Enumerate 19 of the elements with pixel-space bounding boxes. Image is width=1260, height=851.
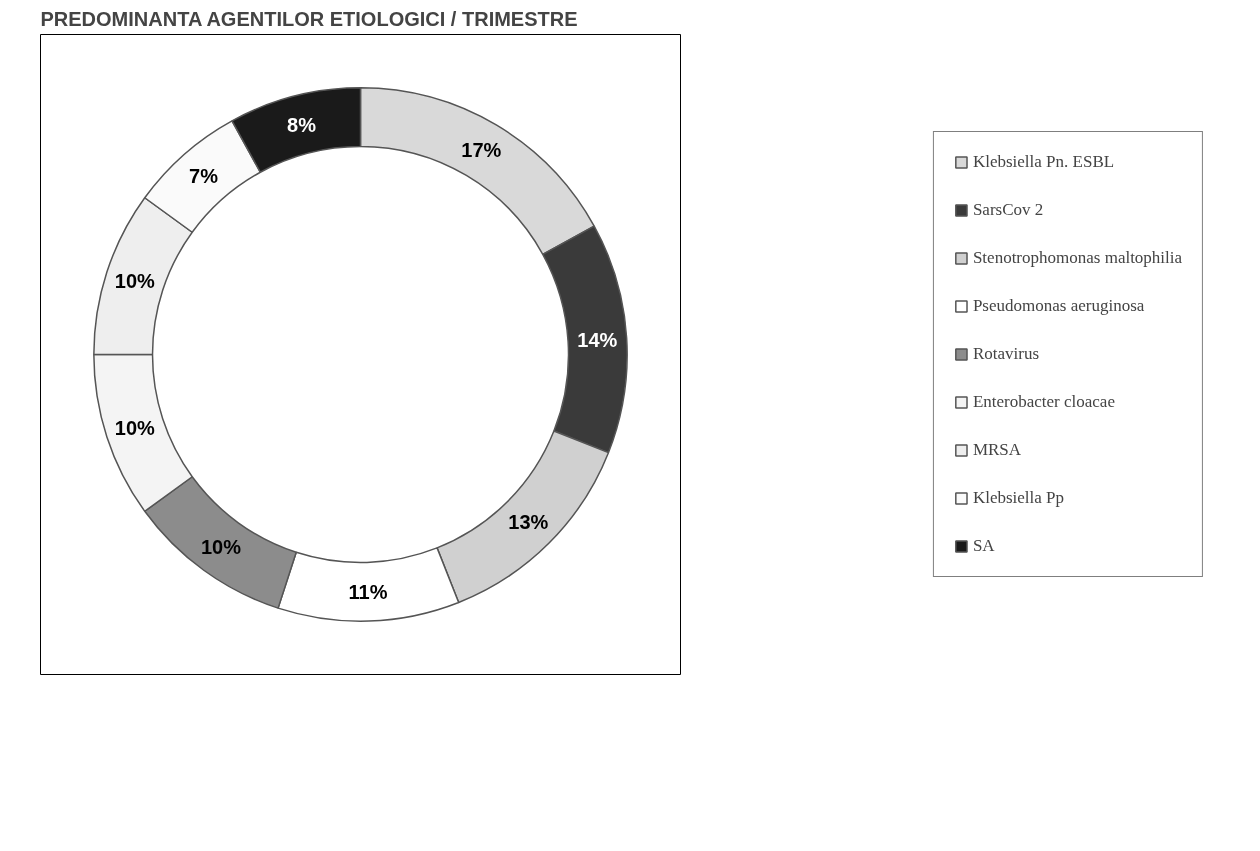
legend-label: Rotavirus <box>972 344 1040 364</box>
data-label: 11% <box>348 580 388 603</box>
data-label: 7% <box>189 165 219 188</box>
legend-label: MRSA <box>972 440 1022 460</box>
legend-label: Stenotrophomonas maltophilia <box>972 248 1183 268</box>
data-label: 17% <box>461 139 502 162</box>
legend-label: Pseudomonas aeruginosa <box>972 296 1145 316</box>
data-label: 14% <box>577 328 618 351</box>
legend-label: Klebsiella Pp <box>972 488 1065 508</box>
legend-label: SarsCov 2 <box>972 200 1044 220</box>
data-label: 8% <box>287 113 317 136</box>
data-label: 10% <box>200 535 242 558</box>
chart-title: PREDOMINANTA AGENTILOR ETIOLOGICI / TRIMESTRE <box>40 7 578 30</box>
data-label: 10% <box>114 416 156 439</box>
data-label: 13% <box>508 511 549 534</box>
legend-label: Klebsiella Pn. ESBL <box>972 152 1115 172</box>
legend-label: Enterobacter cloacae <box>972 392 1115 412</box>
data-label: 10% <box>114 270 156 293</box>
legend-label: SA <box>972 536 995 556</box>
